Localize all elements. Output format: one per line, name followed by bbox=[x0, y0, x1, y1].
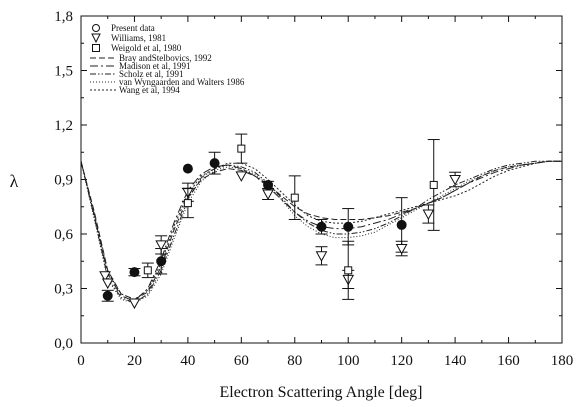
data-point bbox=[422, 204, 435, 224]
circle-marker bbox=[396, 219, 407, 230]
triangle-marker bbox=[449, 175, 461, 186]
data-point bbox=[262, 188, 275, 201]
data-point bbox=[101, 289, 114, 302]
x-tick-label: 0 bbox=[77, 353, 85, 369]
square-marker bbox=[237, 144, 246, 153]
square-marker bbox=[290, 193, 299, 202]
data-point bbox=[101, 278, 114, 290]
x-tick-label: 140 bbox=[444, 353, 467, 369]
triangle-marker bbox=[101, 278, 114, 290]
x-tick-label: 160 bbox=[497, 353, 520, 369]
circle-marker bbox=[316, 221, 327, 232]
legend-label: Bray andStelbovics, 1992 bbox=[119, 53, 212, 63]
y-tick-label: 0,6 bbox=[54, 227, 73, 243]
legend-label: Madison et al, 1991 bbox=[119, 61, 191, 71]
square-marker bbox=[429, 180, 438, 189]
x-tick-label: 100 bbox=[337, 353, 360, 369]
legend-circle-icon bbox=[92, 24, 100, 32]
x-tick-label: 80 bbox=[287, 353, 302, 369]
legend-item: Scholz et al, 1991 bbox=[90, 69, 184, 79]
y-tick-label: 1,5 bbox=[54, 64, 73, 80]
legend-label: Present data bbox=[111, 23, 155, 33]
data-point bbox=[141, 262, 154, 279]
triangle-marker bbox=[99, 271, 111, 282]
data-point bbox=[128, 267, 141, 278]
data-point bbox=[208, 151, 221, 175]
triangle-marker bbox=[128, 298, 141, 310]
legend-item: Madison et al, 1991 bbox=[90, 61, 191, 71]
data-point bbox=[315, 218, 328, 235]
circle-marker bbox=[343, 221, 354, 232]
x-tick-label: 180 bbox=[551, 353, 574, 369]
circle-marker bbox=[182, 163, 193, 174]
plot-frame bbox=[80, 15, 563, 344]
y-tick-label: 0,9 bbox=[54, 173, 73, 189]
legend-label: van Wyngaarden and Walters 1986 bbox=[119, 77, 245, 87]
data-points bbox=[99, 133, 462, 310]
data-point bbox=[181, 188, 194, 219]
triangle-marker bbox=[235, 171, 248, 182]
data-point bbox=[315, 246, 328, 266]
data-point bbox=[288, 175, 301, 220]
data-point bbox=[235, 171, 248, 182]
circle-marker bbox=[129, 267, 140, 278]
legend-item: Wang et al, 1994 bbox=[90, 85, 180, 95]
triangle-marker bbox=[262, 189, 274, 201]
legend-label: Scholz et al, 1991 bbox=[119, 69, 184, 79]
triangle-marker bbox=[395, 244, 408, 255]
triangle-marker bbox=[315, 251, 328, 262]
y-tick-label: 1,8 bbox=[54, 9, 73, 25]
square-marker bbox=[183, 199, 192, 208]
model-curve bbox=[81, 160, 562, 304]
circle-marker bbox=[102, 290, 113, 301]
square-marker bbox=[344, 266, 353, 275]
legend-triangle-icon bbox=[91, 33, 101, 44]
circle-marker bbox=[209, 158, 220, 169]
y-tick-label: 0,3 bbox=[54, 282, 73, 298]
y-axis-title: λ bbox=[10, 171, 19, 191]
x-tick-label: 40 bbox=[180, 353, 195, 369]
legend-square-icon bbox=[92, 44, 100, 52]
data-point bbox=[395, 240, 408, 257]
square-marker bbox=[143, 266, 152, 275]
y-tick-label: 0,0 bbox=[54, 336, 73, 352]
data-point bbox=[182, 163, 193, 174]
legend-item: Weigold et al, 1980 bbox=[92, 43, 182, 53]
legend-label: Wang et al, 1994 bbox=[119, 85, 180, 95]
x-axis-title: Electron Scattering Angle [deg] bbox=[219, 384, 422, 401]
data-point bbox=[155, 235, 168, 255]
legend-item: Present data bbox=[92, 23, 155, 33]
data-point bbox=[342, 240, 355, 300]
x-tick-label: 60 bbox=[234, 353, 249, 369]
x-tick-label: 20 bbox=[127, 353, 142, 369]
data-point bbox=[99, 271, 111, 282]
data-point bbox=[235, 133, 248, 164]
data-point bbox=[449, 171, 462, 188]
y-tick-label: 1,2 bbox=[54, 118, 73, 134]
triangle-marker bbox=[422, 209, 435, 221]
x-tick-label: 120 bbox=[390, 353, 413, 369]
legend-item: van Wyngaarden and Walters 1986 bbox=[90, 77, 245, 87]
data-point bbox=[128, 298, 141, 310]
axes: 0 20 40 60 80 100 120 140 160 180 0,0 0,3 0,6 0,9 1,2 1… bbox=[54, 9, 573, 369]
triangle-marker bbox=[155, 240, 168, 251]
legend-item: Williams, 1981 bbox=[91, 33, 166, 44]
legend-label: Weigold et al, 1980 bbox=[111, 43, 182, 53]
legend-item: Bray andStelbovics, 1992 bbox=[90, 53, 212, 63]
data-point bbox=[427, 139, 440, 231]
legend-label: Williams, 1981 bbox=[111, 33, 166, 43]
circle-marker bbox=[156, 256, 167, 267]
